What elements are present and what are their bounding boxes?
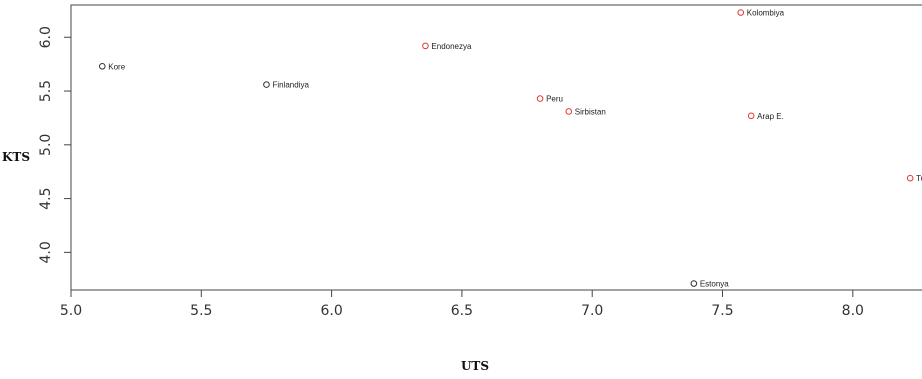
data-point xyxy=(263,81,270,88)
point-label: Estonya xyxy=(700,280,729,289)
x-axis-title: UTS xyxy=(461,359,489,373)
y-tick-label: 4.5 xyxy=(38,187,54,209)
point-label: Peru xyxy=(546,95,563,104)
x-tick-label: 7.5 xyxy=(711,303,733,319)
point-label: Arap E. xyxy=(757,112,784,121)
data-point xyxy=(536,95,544,102)
data-point xyxy=(98,63,106,70)
point-label: Endonezya xyxy=(431,42,472,51)
x-tick-label: 8.0 xyxy=(842,303,864,319)
point-label: Sirbistan xyxy=(575,107,606,116)
point-label: Finlandiya xyxy=(272,81,309,90)
data-point xyxy=(690,280,698,287)
data-point xyxy=(906,174,914,182)
point-label: Tur xyxy=(916,174,922,183)
x-tick-label: 5.5 xyxy=(190,303,212,319)
data-point xyxy=(737,9,745,16)
x-tick-label: 5.0 xyxy=(60,303,82,319)
y-axis: 4.0 4.5 5.0 5.5 6.0 xyxy=(38,26,71,263)
y-axis-title: KTS xyxy=(2,150,30,164)
data-point xyxy=(565,108,573,115)
data-point xyxy=(747,112,755,120)
plot-area-frame xyxy=(70,4,922,291)
x-tick-label: 6.5 xyxy=(451,303,473,319)
x-tick-label: 7.0 xyxy=(581,303,603,319)
point-label: Kolombiya xyxy=(747,9,785,18)
y-tick-label: 5.0 xyxy=(38,134,54,156)
y-tick-label: 4.0 xyxy=(38,241,54,263)
data-point xyxy=(422,42,429,50)
y-tick-label: 6.0 xyxy=(38,26,54,48)
data-points: Kore Finlandiya Endonezya Peru Sirbistan Kolo… xyxy=(98,9,922,289)
x-tick-label: 6.0 xyxy=(320,303,342,319)
point-label: Kore xyxy=(108,62,125,71)
y-tick-label: 5.5 xyxy=(38,80,54,102)
x-axis: 5.0 5.5 6.0 6.5 7.0 7.5 8.0 xyxy=(60,289,922,319)
